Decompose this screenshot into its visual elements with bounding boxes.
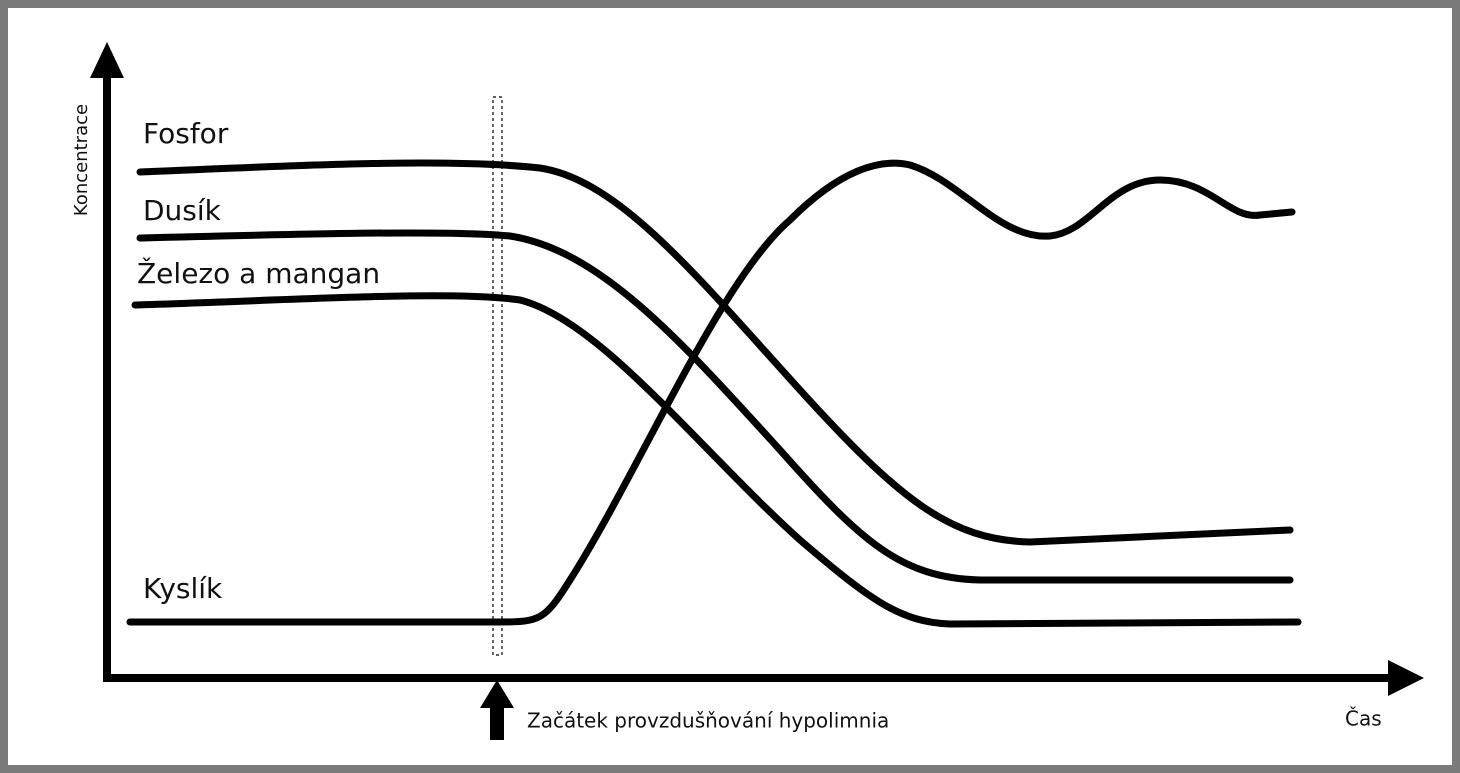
curve-zelezo bbox=[131, 292, 1302, 628]
annotation: Začátek provzdušňování hypolimnia bbox=[527, 709, 889, 733]
y-axis-arrow bbox=[90, 42, 124, 78]
curve-kyslik bbox=[126, 159, 1296, 626]
x-axis-label: Čas bbox=[1345, 707, 1382, 731]
curve-dusik bbox=[136, 229, 1294, 584]
y-axis-label: Koncentrace bbox=[71, 104, 92, 216]
curve-label: Železo a mangan bbox=[137, 256, 380, 290]
x-axis-arrow bbox=[1388, 660, 1424, 696]
curve-fosfor bbox=[136, 159, 1294, 546]
curve-label: Kyslík bbox=[143, 572, 223, 605]
curve-label: Dusík bbox=[143, 194, 222, 227]
start-arrow bbox=[480, 680, 514, 740]
start-marker bbox=[492, 96, 503, 656]
curve-label: Fosfor bbox=[143, 117, 229, 150]
